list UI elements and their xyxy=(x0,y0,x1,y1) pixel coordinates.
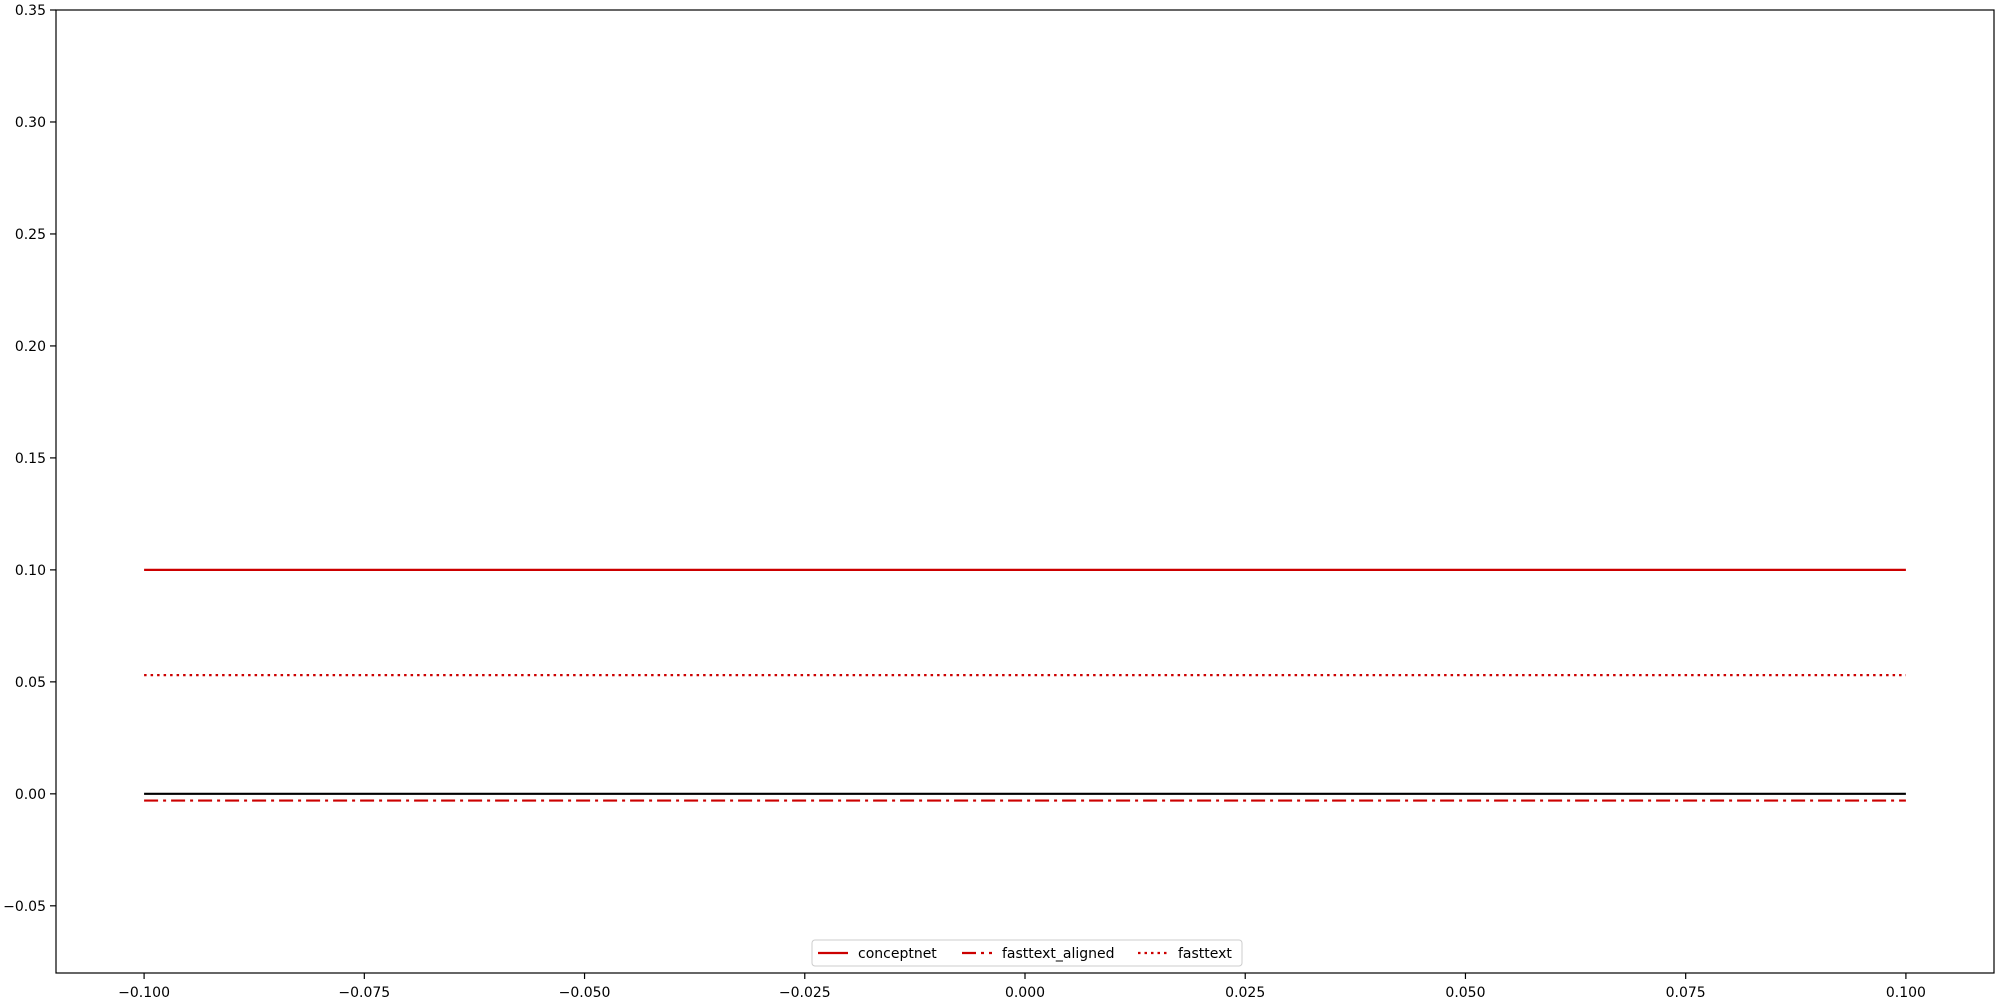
x-tick-label: 0.100 xyxy=(1886,985,1926,1000)
x-tick-label: 0.000 xyxy=(1005,985,1045,1000)
legend-label-fasttext: fasttext xyxy=(1178,946,1232,962)
legend-label-fasttext_aligned: fasttext_aligned xyxy=(1002,946,1115,962)
x-tick-label: −0.100 xyxy=(118,985,170,1000)
y-tick-label: 0.05 xyxy=(15,675,46,691)
x-axis: −0.100 −0.075 −0.050 −0.025 0.000 0.025 0.050 0… xyxy=(118,973,1926,1001)
plot-frame xyxy=(55,9,1995,974)
y-tick-label: 0.00 xyxy=(15,787,46,803)
x-tick-label: −0.075 xyxy=(338,985,390,1000)
legend-box xyxy=(811,939,1243,967)
x-tick-label: 0.025 xyxy=(1225,985,1265,1000)
legend-label-conceptnet: conceptnet xyxy=(858,946,937,962)
x-tick-label: −0.050 xyxy=(559,985,611,1000)
y-axis: −0.05 0.00 0.05 0.10 0.15 0.20 0.25 0.30 0.35 xyxy=(3,3,56,915)
x-tick-label: 0.050 xyxy=(1445,985,1485,1000)
y-tick-label: 0.35 xyxy=(15,3,46,19)
y-tick-label: −0.05 xyxy=(3,899,46,915)
x-tick-label: −0.025 xyxy=(779,985,831,1000)
series-layer xyxy=(144,568,1906,802)
x-tick-label: 0.075 xyxy=(1666,985,1706,1000)
legend: conceptnet fasttext_aligned fasttext xyxy=(811,939,1243,967)
y-tick-label: 0.30 xyxy=(15,115,46,131)
y-tick-label: 0.10 xyxy=(15,563,46,579)
y-tick-label: 0.20 xyxy=(15,339,46,355)
y-tick-label: 0.25 xyxy=(15,227,46,243)
y-tick-label: 0.15 xyxy=(15,451,46,467)
